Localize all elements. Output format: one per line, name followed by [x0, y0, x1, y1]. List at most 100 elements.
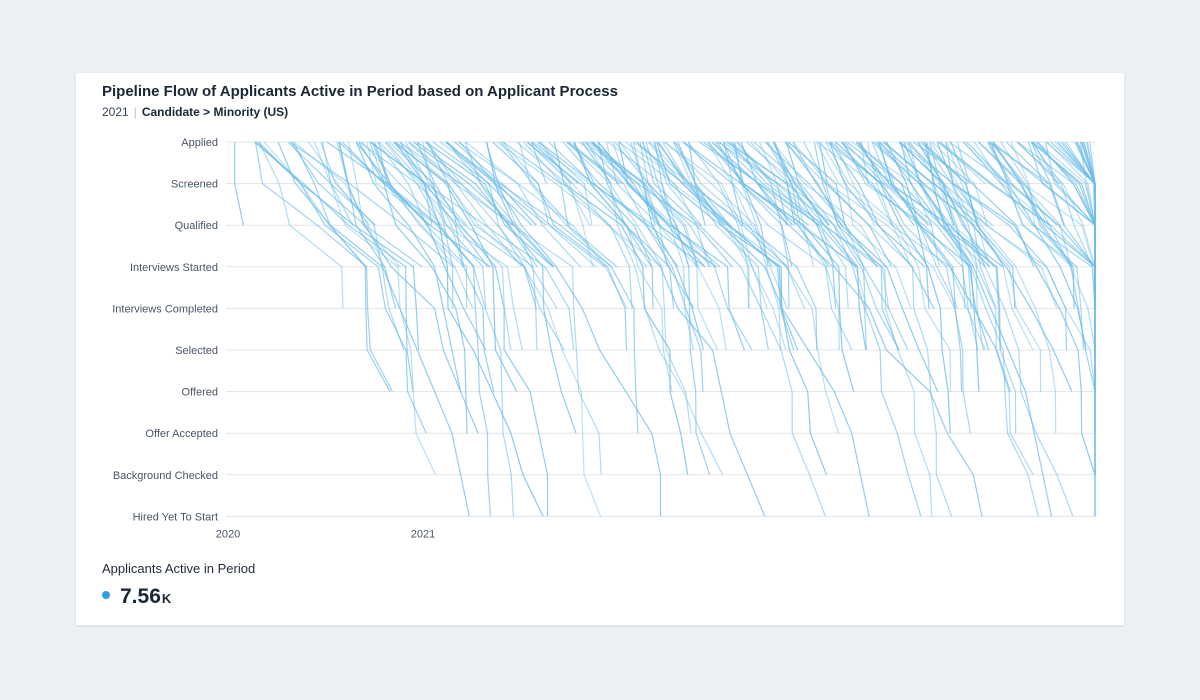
applicant-flow-line — [355, 141, 479, 434]
applicant-flow-line — [878, 141, 1073, 392]
applicant-flow-line — [707, 141, 855, 392]
applicant-flow-line — [566, 141, 620, 185]
applicant-flow-line — [642, 141, 769, 351]
applicant-flow-line — [293, 141, 391, 392]
applicant-flow-line — [973, 141, 1051, 226]
applicant-flow-line — [612, 141, 695, 351]
applicant-flow-line — [254, 141, 393, 392]
applicant-flow-line — [338, 141, 397, 309]
applicant-flow-line — [826, 141, 972, 434]
applicant-flow-line — [263, 141, 367, 268]
applicant-flow-line — [966, 141, 1008, 185]
applicant-flow-line — [370, 141, 495, 392]
applicant-flow-line — [859, 141, 883, 184]
applicant-flow-line — [518, 141, 612, 268]
applicant-flow-line — [749, 141, 890, 309]
applicant-flow-line — [886, 141, 980, 392]
applicant-flow-line — [785, 141, 939, 392]
applicant-flow-line — [688, 141, 706, 226]
applicant-flow-line — [234, 142, 244, 226]
pipeline-flow-chart[interactable]: Applied Screened Qualified Interviews Start… — [76, 73, 1124, 553]
applicant-flow-line — [369, 141, 474, 309]
applicant-flow-line — [783, 141, 953, 517]
applicant-flow-line — [445, 141, 533, 226]
applicant-flow-line — [607, 141, 690, 267]
stage-label: Interviews Completed — [112, 303, 218, 315]
applicant-flow-line — [376, 141, 468, 309]
applicant-flow-line — [573, 141, 654, 309]
applicant-flow-line — [923, 141, 979, 226]
applicant-flow-line — [844, 141, 940, 267]
applicant-flow-line — [714, 141, 868, 309]
metric-value: 7.56 — [120, 585, 161, 608]
applicant-flow-line — [459, 141, 547, 226]
applicant-flow-line — [338, 141, 491, 517]
applicant-flow-line — [946, 141, 990, 267]
applicant-flow-line — [874, 141, 1074, 517]
metric-label: Applicants Active in Period — [102, 561, 256, 576]
applicant-flow-line — [496, 141, 648, 268]
applicant-flow-line — [446, 141, 534, 268]
applicant-flow-line — [746, 141, 815, 267]
applicant-flow-line — [707, 141, 840, 434]
applicant-flow-line — [737, 141, 849, 309]
applicant-flow-line — [378, 141, 441, 226]
applicant-flow-line — [820, 141, 912, 309]
applicant-flow-line — [813, 141, 900, 351]
metric-block: 7.56 K — [102, 585, 171, 609]
applicant-flow-line — [584, 141, 679, 268]
subtitle-separator: | — [133, 105, 137, 119]
applicant-flow-line — [432, 141, 537, 309]
applicant-flow-line — [486, 141, 662, 517]
chart-subtitle: 2021 | Candidate > Minority (US) — [102, 105, 288, 119]
applicant-flow-line — [492, 141, 628, 351]
applicant-flow-line — [909, 141, 1042, 392]
applicant-flow-line — [866, 141, 912, 268]
applicant-flow-line — [395, 141, 518, 392]
applicant-flow-line — [308, 141, 370, 226]
applicant-flow-line — [656, 141, 828, 476]
applicant-flow-line — [591, 141, 745, 351]
applicant-flow-line — [394, 141, 544, 517]
applicant-flow-line — [619, 141, 727, 351]
applicant-flow-line — [879, 141, 933, 226]
applicant-flow-line — [858, 141, 972, 309]
stage-label: Interviews Started — [130, 262, 218, 274]
applicant-flow-line — [936, 141, 1096, 475]
applicant-flow-line — [293, 141, 384, 268]
applicant-flow-line — [532, 141, 673, 392]
applicant-flow-line — [843, 141, 979, 351]
applicant-flow-line — [258, 141, 427, 434]
applicant-flow-line — [427, 141, 489, 268]
applicant-flow-line — [540, 141, 594, 267]
applicant-flow-line — [399, 141, 602, 517]
applicant-flow-line — [439, 141, 555, 268]
applicant-flow-line — [258, 141, 344, 309]
applicant-flow-line — [654, 141, 699, 268]
applicant-flow-line — [289, 141, 455, 268]
applicant-flow-line — [774, 141, 840, 351]
period-label: 2021 — [102, 105, 129, 119]
applicant-flow-line — [454, 141, 605, 268]
applicant-flow-line — [736, 141, 790, 309]
applicant-flow-line — [502, 141, 618, 268]
applicant-flow-line — [645, 141, 721, 268]
applicant-flow-line — [290, 141, 423, 268]
applicant-flow-line — [336, 141, 349, 184]
applicant-flow-line — [949, 141, 1084, 351]
applicant-flow-line — [884, 141, 1034, 351]
applicant-flow-line — [537, 141, 593, 226]
applicant-flow-line — [502, 141, 597, 268]
applicant-flow-line — [905, 141, 997, 309]
applicant-flow-line — [722, 141, 900, 351]
applicant-flow-line — [673, 141, 773, 268]
applicant-flow-line — [313, 141, 437, 476]
applicant-flow-line — [277, 141, 470, 517]
applicant-flow-line — [767, 141, 831, 226]
applicant-flow-line — [978, 141, 1075, 309]
applicant-flow-line — [485, 141, 537, 226]
applicant-flow-line — [378, 141, 523, 351]
filter-label[interactable]: Candidate > Minority (US) — [141, 105, 289, 119]
stage-label: Qualified — [175, 220, 218, 232]
applicant-flow-line — [663, 141, 787, 351]
